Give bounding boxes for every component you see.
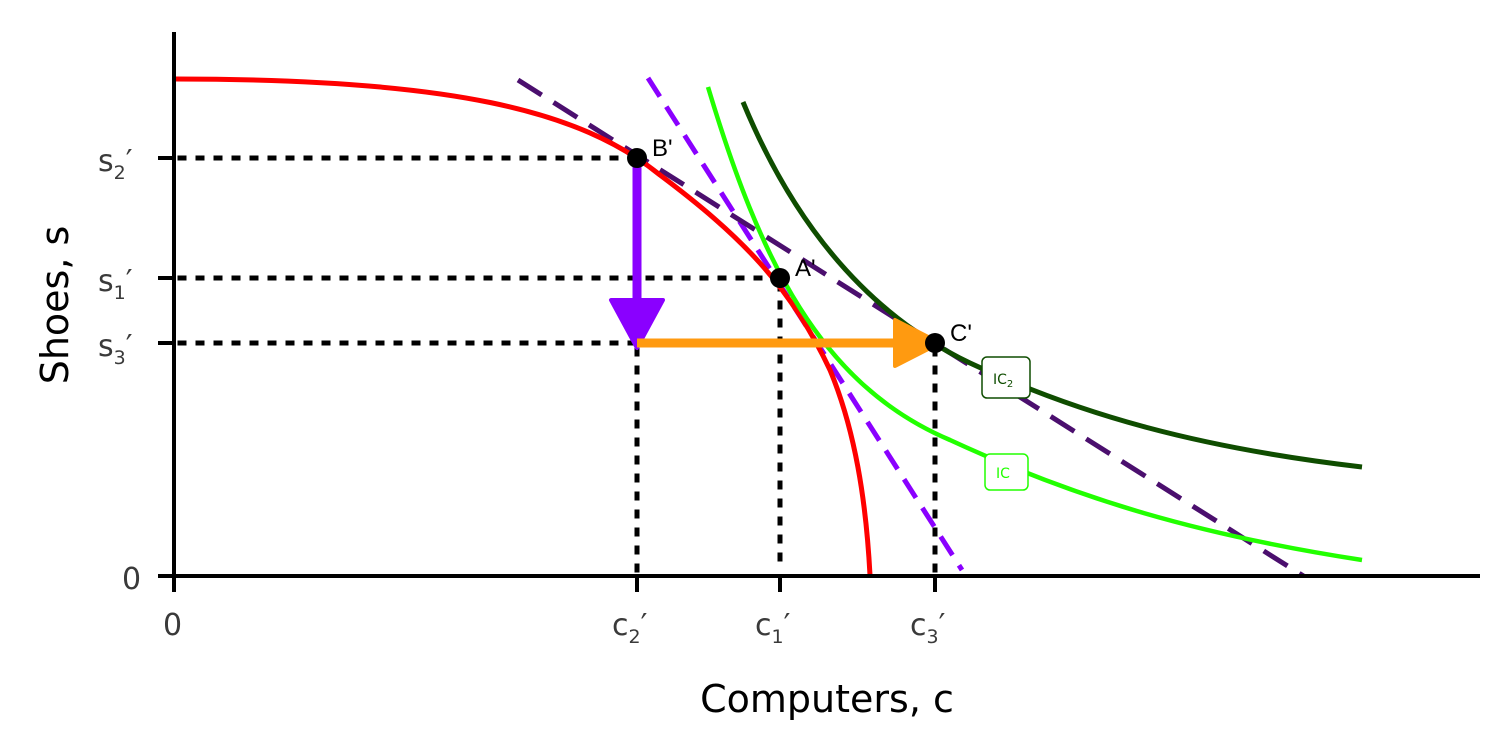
x-tick-label-c2: c2′ xyxy=(612,608,648,648)
y-tick-label-s2: s2′ xyxy=(98,144,133,184)
ic-curve xyxy=(705,86,1363,563)
guide-lines xyxy=(177,155,938,575)
right-arrow xyxy=(637,318,942,368)
point-c-label: C' xyxy=(950,320,972,347)
ppf-curve xyxy=(176,76,873,576)
svg-text:IC2: IC2 xyxy=(993,372,1013,390)
y-tick-label-s3: s3′ xyxy=(98,329,133,369)
y-axis-title: Shoes, s xyxy=(33,226,77,385)
ic2-curve xyxy=(740,101,1363,470)
x-axis-title: Computers, c xyxy=(700,677,954,721)
y-tick-label-s1: s1′ xyxy=(98,264,133,304)
svg-text:IC: IC xyxy=(996,466,1010,482)
point-b-label: B' xyxy=(652,135,673,162)
point-a xyxy=(770,268,790,288)
x-tick-label-c1: c1′ xyxy=(755,608,791,648)
point-a-label: A' xyxy=(795,255,816,282)
point-b xyxy=(627,148,647,168)
point-c xyxy=(925,333,945,353)
down-arrow xyxy=(609,158,665,350)
x-tick-label-origin: 0 xyxy=(163,608,182,643)
x-tick-label-c3: c3′ xyxy=(910,608,946,648)
ic-label: IC xyxy=(984,453,1029,491)
ic2-label: IC2 xyxy=(981,356,1031,399)
axis-ticks xyxy=(158,156,937,592)
y-tick-label-origin: 0 xyxy=(122,562,141,597)
